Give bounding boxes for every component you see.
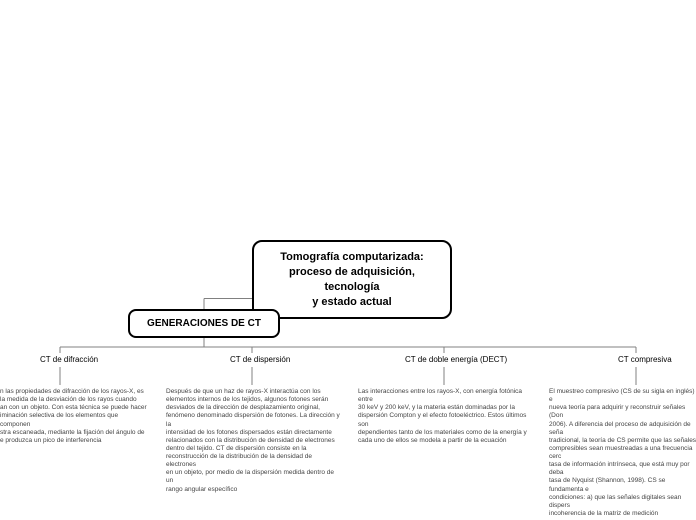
root-title: Tomografía computarizada:proceso de adqu… — [280, 251, 423, 308]
root-node: Tomografía computarizada:proceso de adqu… — [252, 240, 452, 319]
leaf-label: CT de dispersión — [230, 355, 290, 364]
sub-title: GENERACIONES DE CT — [147, 318, 261, 329]
sub-node-generaciones: GENERACIONES DE CT — [128, 309, 280, 338]
leaf-description: El muestreo compresivo (CS de su sigla e… — [549, 388, 696, 518]
leaf-label: CT de doble energía (DECT) — [405, 355, 507, 364]
leaf-description: Las interacciones entre los rayos-X, con… — [358, 388, 533, 445]
leaf-label: CT compresiva — [618, 355, 672, 364]
leaf-description: Después de que un haz de rayos-X interac… — [166, 388, 341, 494]
leaf-label: CT de difracción — [40, 355, 98, 364]
leaf-description: n las propiedades de difracción de los r… — [0, 388, 150, 445]
